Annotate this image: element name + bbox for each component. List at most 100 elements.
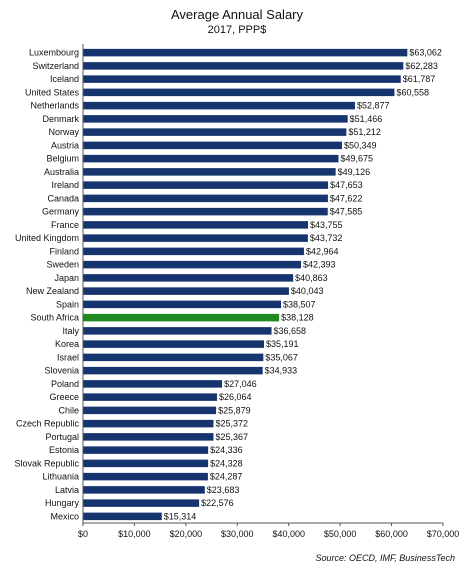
x-tick-label: $50,000	[324, 529, 357, 539]
bar	[83, 221, 309, 229]
bar-value-label: $26,064	[219, 392, 252, 402]
x-tick-label: $20,000	[170, 529, 203, 539]
bar	[83, 115, 348, 123]
bar	[83, 194, 328, 203]
bar	[83, 393, 218, 401]
bar-value-label: $47,622	[330, 193, 363, 203]
category-label: Canada	[47, 193, 79, 203]
x-tick-label: $30,000	[221, 529, 254, 539]
bar	[83, 141, 342, 150]
bar	[83, 366, 263, 375]
source-note: Source: OECD, IMF, BusinessTech	[315, 553, 455, 563]
category-label: Germany	[42, 207, 80, 217]
category-label: Switzerland	[32, 61, 79, 71]
bar-value-label: $51,466	[350, 114, 383, 124]
x-tick-label: $60,000	[375, 529, 408, 539]
bar-value-label: $42,964	[306, 246, 339, 256]
category-label: Israel	[57, 352, 79, 362]
bar-value-label: $62,283	[405, 61, 438, 71]
bar-value-label: $63,062	[409, 48, 442, 58]
bar-value-label: $43,755	[310, 220, 343, 230]
bar-value-label: $52,877	[357, 101, 390, 111]
bar-value-label: $25,367	[215, 432, 248, 442]
category-label: Australia	[44, 167, 79, 177]
category-label: Denmark	[42, 114, 79, 124]
category-label: Ireland	[51, 180, 79, 190]
x-tick-label: $10,000	[118, 529, 151, 539]
bar	[83, 234, 308, 242]
bar	[83, 128, 347, 136]
x-tick-label: $40,000	[272, 529, 305, 539]
bar-value-label: $15,314	[164, 511, 197, 521]
bar	[83, 406, 217, 415]
category-label: New Zealand	[26, 286, 79, 296]
category-label: Finland	[49, 246, 79, 256]
category-label: Slovak Republic	[14, 458, 79, 468]
chart-subtitle: 2017, PPP$	[208, 24, 267, 36]
category-label: Estonia	[49, 445, 79, 455]
bar	[83, 472, 208, 481]
bar-value-label: $36,658	[274, 326, 307, 336]
bar-value-label: $22,576	[201, 498, 234, 508]
category-label: Slovenia	[44, 366, 79, 376]
bar-value-label: $47,653	[330, 180, 363, 190]
category-label: Lithuania	[42, 472, 79, 482]
bar	[83, 168, 336, 176]
x-tick-label: $70,000	[427, 529, 460, 539]
category-label: Portugal	[45, 432, 79, 442]
category-label: Poland	[51, 379, 79, 389]
bar	[83, 512, 162, 521]
category-label: Chile	[58, 405, 79, 415]
category-label: Belgium	[46, 154, 79, 164]
bar-value-label: $42,393	[303, 260, 336, 270]
bar	[83, 327, 272, 335]
bar	[83, 75, 401, 83]
bar	[83, 48, 408, 57]
bar-value-label: $43,732	[310, 233, 343, 243]
bar	[83, 154, 339, 163]
bar	[83, 260, 302, 269]
category-label: Italy	[62, 326, 79, 336]
bar-value-label: $24,336	[210, 445, 243, 455]
bar-value-label: $24,287	[210, 472, 243, 482]
x-tick-label: $0	[78, 529, 88, 539]
chart-title: Average Annual Salary	[171, 7, 304, 22]
category-label: Luxembourg	[29, 48, 79, 58]
category-label: France	[51, 220, 79, 230]
bar-value-label: $49,675	[340, 154, 373, 164]
category-label: Iceland	[50, 74, 79, 84]
bar-value-label: $34,933	[265, 366, 298, 376]
bar-value-label: $61,787	[403, 74, 436, 84]
bar	[83, 181, 329, 189]
bar-value-label: $35,191	[266, 339, 299, 349]
category-label: Czech Republic	[16, 419, 80, 429]
category-label: Norway	[48, 127, 79, 137]
bar	[83, 486, 205, 494]
category-label: Greece	[49, 392, 79, 402]
category-label: Spain	[56, 299, 79, 309]
category-label: United States	[25, 87, 80, 97]
bar-value-label: $38,128	[281, 313, 314, 323]
bar-value-label: $27,046	[224, 379, 257, 389]
bar	[83, 433, 214, 441]
bar	[83, 62, 404, 70]
bar	[83, 340, 264, 348]
bar	[83, 353, 264, 362]
bar	[83, 499, 200, 507]
bar-value-label: $49,126	[338, 167, 371, 177]
bar	[83, 101, 355, 110]
bar-value-label: $25,372	[215, 419, 248, 429]
bar-value-label: $60,558	[396, 87, 429, 97]
bar	[83, 380, 223, 388]
bar-value-label: $25,879	[218, 405, 251, 415]
bar-value-label: $40,863	[295, 273, 328, 283]
bar-value-label: $47,585	[330, 207, 363, 217]
bar-value-label: $40,043	[291, 286, 324, 296]
bar	[83, 419, 214, 428]
category-label: Latvia	[55, 485, 79, 495]
bar-value-label: $23,683	[207, 485, 240, 495]
category-label: United Kingdom	[15, 233, 79, 243]
bar-value-label: $24,328	[210, 458, 243, 468]
bar-value-label: $35,067	[265, 352, 298, 362]
